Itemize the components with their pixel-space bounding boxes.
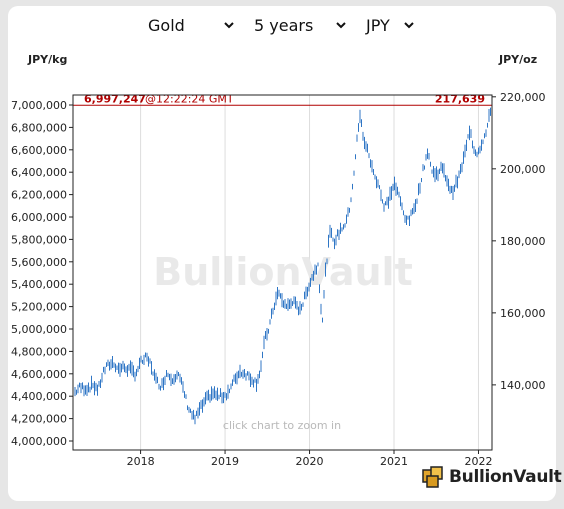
right-axis-tick-label: 160,000 — [500, 307, 546, 320]
left-axis-tick-label: 5,400,000 — [11, 278, 67, 291]
metal-select[interactable]: Gold — [142, 13, 240, 37]
x-axis: 2018 2019 2020 2021 2022 — [127, 450, 492, 468]
chevron-down-icon — [224, 22, 234, 29]
x-axis-tick-label: 2019 — [211, 455, 239, 468]
left-axis-tick-label: 4,400,000 — [11, 390, 67, 403]
currency-select-value: JPY — [366, 15, 390, 35]
chevron-down-icon — [404, 22, 414, 29]
left-axis-tick-label: 4,200,000 — [11, 413, 67, 426]
right-axis-tick-label: 220,000 — [500, 91, 546, 104]
left-axis-tick-label: 4,800,000 — [11, 345, 67, 358]
chart-card — [8, 6, 556, 501]
period-select[interactable]: 5 years — [248, 13, 352, 37]
left-axis-tick-label: 5,600,000 — [11, 256, 67, 269]
zoom-hint: click chart to zoom in — [223, 419, 341, 432]
current-price-time: @12:22:24 GMT — [145, 92, 234, 105]
left-axis-tick-label: 6,200,000 — [11, 189, 67, 202]
right-axis-tick-label: 200,000 — [500, 163, 546, 176]
plot-frame — [72, 94, 493, 451]
left-axis-tick-label: 5,200,000 — [11, 301, 67, 314]
chevron-down-icon — [336, 22, 346, 29]
left-axis-unit: JPY/kg — [28, 53, 68, 66]
left-axis-tick-label: 6,800,000 — [11, 121, 67, 134]
gold-bars-icon — [422, 466, 443, 488]
right-axis-unit: JPY/oz — [499, 53, 538, 66]
left-axis-tick-label: 7,000,000 — [11, 99, 67, 112]
left-axis-tick-label: 6,600,000 — [11, 144, 67, 157]
x-axis-tick-label: 2020 — [296, 455, 324, 468]
left-axis-tick-label: 5,000,000 — [11, 323, 67, 336]
bullionvault-logo: BullionVault — [421, 465, 562, 489]
watermark: BullionVault — [153, 250, 412, 294]
metal-select-value: Gold — [148, 15, 185, 35]
logo-text: BullionVault — [449, 467, 562, 487]
left-axis-tick-label: 4,000,000 — [11, 435, 67, 448]
right-axis: 140,000 160,000 180,000 200,000 220,000 — [492, 91, 546, 392]
left-axis: 4,000,000 4,200,000 4,400,000 4,600,000 4,80… — [11, 99, 73, 448]
price-series — [74, 107, 491, 425]
right-axis-tick-label: 140,000 — [500, 379, 546, 392]
current-price-kg: 6,997,247 — [84, 92, 146, 105]
right-axis-tick-label: 180,000 — [500, 235, 546, 248]
currency-select[interactable]: JPY — [360, 13, 420, 37]
period-select-value: 5 years — [254, 15, 314, 35]
x-axis-tick-label: 2022 — [464, 455, 492, 468]
x-axis-tick-label: 2021 — [380, 455, 408, 468]
left-axis-tick-label: 6,400,000 — [11, 166, 67, 179]
left-axis-tick-label: 4,600,000 — [11, 368, 67, 381]
left-axis-tick-label: 6,000,000 — [11, 211, 67, 224]
left-axis-tick-label: 5,800,000 — [11, 233, 67, 246]
current-price-oz: 217,639 — [435, 92, 485, 105]
x-axis-tick-label: 2018 — [127, 455, 155, 468]
